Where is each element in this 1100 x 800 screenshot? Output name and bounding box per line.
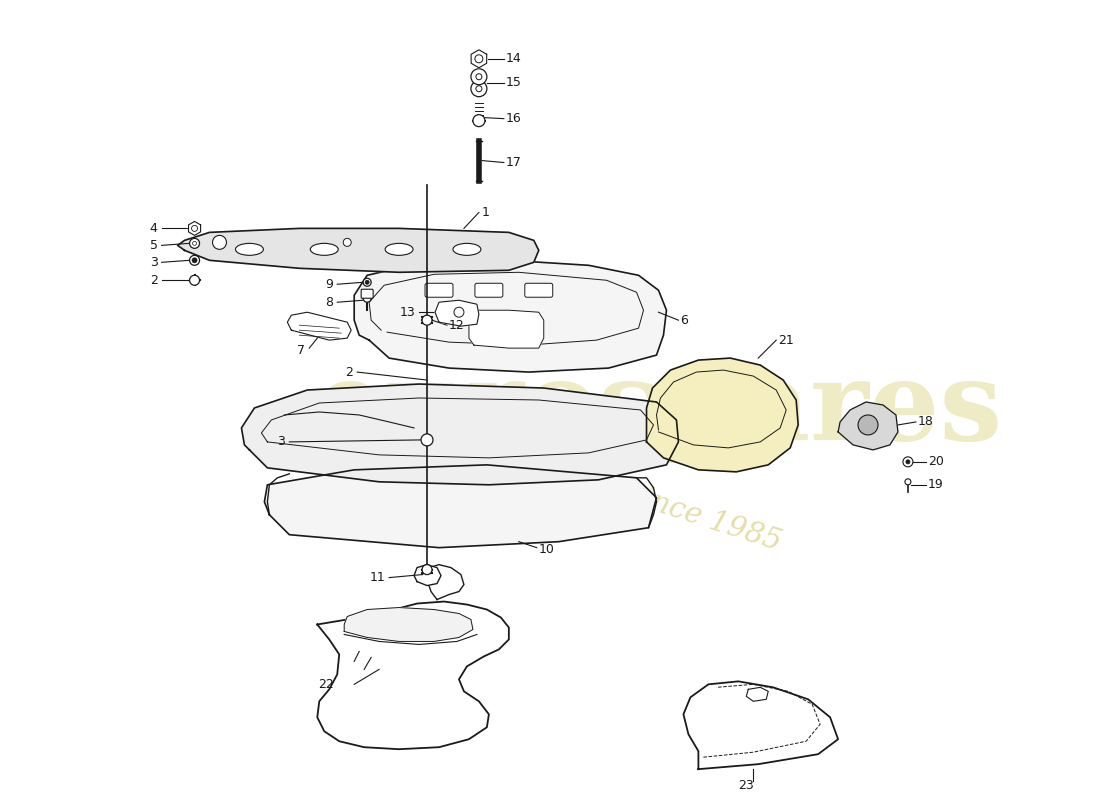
Circle shape	[365, 280, 370, 284]
Polygon shape	[427, 565, 464, 599]
Ellipse shape	[235, 243, 263, 255]
Ellipse shape	[385, 243, 414, 255]
Text: 9: 9	[326, 278, 333, 290]
Text: 5: 5	[150, 239, 157, 252]
Polygon shape	[683, 682, 838, 769]
Circle shape	[363, 278, 371, 286]
Polygon shape	[434, 300, 478, 326]
Circle shape	[422, 315, 432, 325]
Circle shape	[475, 54, 483, 62]
Circle shape	[343, 238, 351, 246]
Text: 21: 21	[778, 334, 794, 346]
Circle shape	[363, 294, 371, 302]
Circle shape	[189, 275, 199, 286]
Text: 2: 2	[150, 274, 157, 286]
Polygon shape	[838, 402, 898, 450]
Circle shape	[192, 258, 197, 263]
Polygon shape	[264, 465, 657, 548]
Ellipse shape	[453, 243, 481, 255]
Text: 2: 2	[345, 366, 353, 378]
Text: 20: 20	[928, 455, 944, 468]
Polygon shape	[414, 565, 441, 586]
Polygon shape	[287, 312, 351, 340]
Text: 7: 7	[297, 344, 306, 357]
FancyBboxPatch shape	[361, 290, 373, 298]
Text: 16: 16	[506, 112, 521, 125]
Circle shape	[473, 114, 485, 126]
Text: 14: 14	[506, 52, 521, 66]
Circle shape	[471, 69, 487, 85]
Text: 22: 22	[319, 678, 334, 691]
Polygon shape	[188, 222, 200, 235]
Text: a passion for parts since 1985: a passion for parts since 1985	[353, 393, 784, 557]
Circle shape	[858, 415, 878, 435]
Circle shape	[212, 235, 227, 250]
Polygon shape	[746, 687, 768, 702]
Text: 8: 8	[326, 296, 333, 309]
FancyBboxPatch shape	[425, 283, 453, 298]
Circle shape	[189, 255, 199, 266]
Polygon shape	[354, 260, 667, 372]
Text: 15: 15	[506, 76, 521, 90]
Circle shape	[422, 565, 432, 574]
Text: 18: 18	[917, 415, 934, 429]
Circle shape	[191, 226, 198, 231]
Text: 3: 3	[150, 256, 157, 269]
Polygon shape	[647, 358, 799, 472]
Text: 23: 23	[738, 778, 755, 792]
Polygon shape	[241, 384, 679, 485]
Circle shape	[421, 434, 433, 446]
Text: 3: 3	[277, 435, 285, 449]
Circle shape	[192, 242, 197, 246]
Circle shape	[906, 460, 910, 464]
Polygon shape	[469, 310, 543, 348]
Ellipse shape	[310, 243, 338, 255]
Circle shape	[454, 307, 464, 317]
Text: 10: 10	[539, 543, 554, 556]
Polygon shape	[317, 602, 509, 750]
Text: 4: 4	[150, 222, 157, 235]
Text: 13: 13	[399, 306, 415, 318]
Circle shape	[189, 238, 199, 248]
Circle shape	[905, 479, 911, 485]
Circle shape	[903, 457, 913, 467]
Text: 1: 1	[482, 206, 490, 219]
Circle shape	[476, 74, 482, 80]
FancyBboxPatch shape	[475, 283, 503, 298]
Text: 12: 12	[449, 318, 464, 332]
Text: 19: 19	[928, 478, 944, 491]
FancyBboxPatch shape	[525, 283, 552, 298]
Polygon shape	[177, 228, 539, 272]
Polygon shape	[471, 50, 486, 68]
Circle shape	[476, 86, 482, 92]
Text: 6: 6	[681, 314, 689, 326]
Polygon shape	[344, 607, 473, 642]
Text: 11: 11	[370, 571, 385, 584]
Text: eurospares: eurospares	[315, 357, 1002, 463]
Circle shape	[471, 81, 487, 97]
Text: 17: 17	[506, 156, 521, 169]
